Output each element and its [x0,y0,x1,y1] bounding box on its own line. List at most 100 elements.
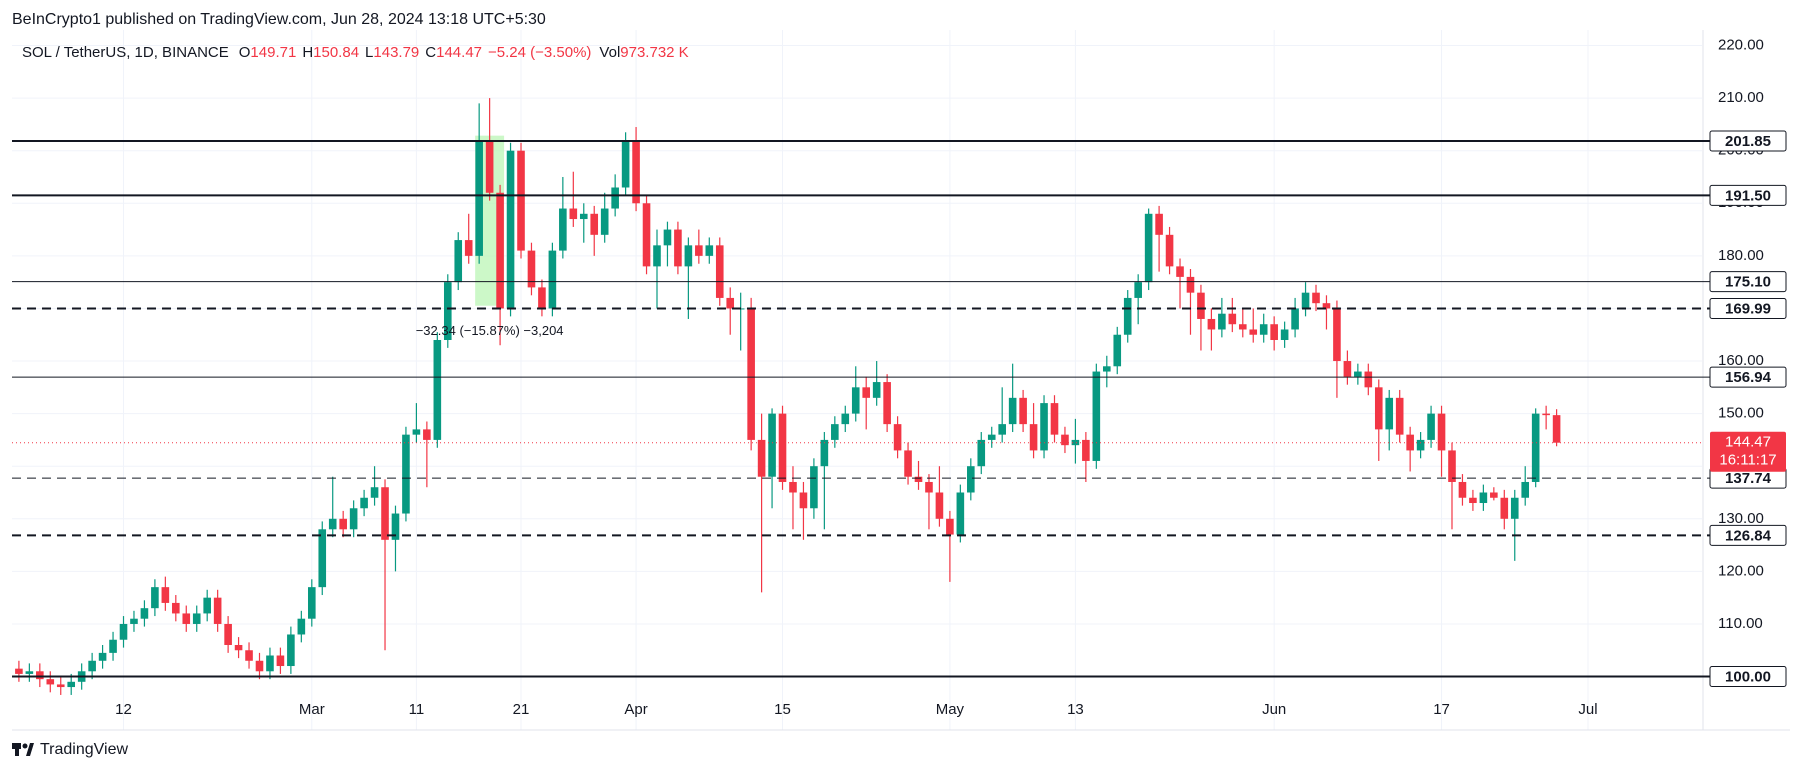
candle-body [1521,481,1530,498]
candle-body [182,613,191,624]
candle-body [987,434,996,440]
candle-body [841,413,850,425]
candle-body [1479,492,1488,504]
candle-body [1082,439,1090,461]
candle-body [1071,439,1080,446]
close-value: 144.47 [436,44,482,61]
candle-body [778,413,787,482]
candle-body [517,150,525,251]
x-tick-label: Jun [1262,701,1286,718]
candle-body [862,387,871,398]
low-value: 143.79 [373,44,419,61]
volume-label: Vol [599,44,620,61]
candle-body [663,229,672,246]
measure-label: −32.34 (−15.87%) −3,204 [416,323,564,338]
x-tick-label: 11 [409,701,425,718]
candle-body [98,652,107,661]
level-label: 201.85 [1725,133,1771,150]
candle-body [1040,403,1048,451]
y-tick-label: 110.00 [1718,615,1763,632]
candle-body [1510,497,1519,519]
candle-body [67,681,76,688]
candle-body [904,450,912,477]
candle-body [1322,303,1331,309]
candle-body [925,481,933,493]
candle-body [1019,397,1027,425]
candle-body [245,650,253,661]
candle-body [1008,397,1017,425]
candle-body [569,208,578,220]
candle-body [318,529,327,588]
candle-body [307,587,316,619]
candle-body [349,508,358,530]
last-price-box [1710,431,1786,472]
candle-body [1312,292,1320,304]
candle-body [1354,371,1362,377]
candle-body [956,492,965,535]
candle-body [36,671,44,680]
candle-body [213,597,222,624]
candle-body [538,287,546,309]
grid [12,30,1702,730]
candle-body [287,634,295,667]
candle-body [119,623,128,640]
candle-body [1029,424,1038,451]
candle-body [1364,371,1373,388]
candle-body [1123,297,1132,335]
candle-body [1490,492,1498,498]
candle-body [1113,334,1122,367]
volume: 973.732 K [620,44,688,61]
candle-body [234,644,243,651]
y-tick-label: 160.00 [1718,352,1764,369]
candle-body [1343,361,1352,377]
candle-body [1374,387,1383,430]
candle-body [328,518,337,530]
candle-body [1448,450,1456,482]
candle-body [967,466,975,493]
candle-body [1176,266,1184,277]
candle-body [831,424,839,440]
candle-body [600,208,609,235]
x-tick-label: 12 [115,701,132,718]
x-tick-label: 15 [774,701,791,718]
candle-body [851,387,860,414]
candle-body [297,618,306,635]
x-tick-label: Apr [624,701,647,718]
candle-body [496,192,504,309]
level-label-box [1709,130,1787,152]
level-label: 156.94 [1725,369,1772,386]
candle-body [391,513,400,540]
y-tick-label: 180.00 [1718,247,1764,264]
candle-body [1228,313,1237,325]
candle-body [872,382,881,398]
level-label-box [1709,297,1787,319]
candle-body [977,439,986,467]
candle-body [527,250,536,288]
candle-body [1333,308,1341,362]
candle-body [15,668,23,674]
candle-body [464,240,473,256]
candle-body [893,424,902,451]
candle-body [1197,292,1205,319]
x-tick-label: May [936,701,965,718]
level-label: 100.00 [1725,669,1771,686]
candle-body [339,518,347,530]
candle-body [1092,371,1101,461]
logo-part [22,743,28,749]
candle-body [370,487,379,498]
logo-part [15,749,19,756]
x-tick-label: 17 [1433,701,1450,718]
brand: TradingView [40,741,128,758]
candle-body [192,613,201,624]
candle-body [548,250,557,309]
candle-body [1437,413,1446,451]
candle-body [1280,329,1289,340]
candle-body [56,684,65,688]
x-tick-label: Mar [299,701,325,718]
ohlc-label: H [302,44,313,61]
candle-body [1427,413,1435,440]
candle-body [172,602,180,614]
candle-body [642,203,651,267]
candle-body [203,597,211,614]
candle-body [715,245,724,298]
